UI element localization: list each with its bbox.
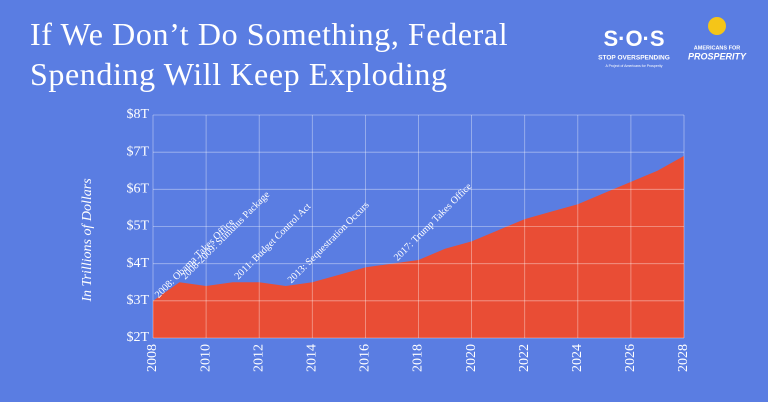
sos-logo: S·O·S: [603, 26, 664, 51]
y-tick-label: $7T: [126, 144, 149, 159]
afp-logo-icon: [708, 17, 726, 35]
y-tick-label: $8T: [126, 107, 149, 122]
y-tick-label: $6T: [126, 182, 149, 197]
x-tick-label: 2022: [517, 344, 532, 372]
x-tick-label: 2028: [676, 344, 691, 372]
annotation: 2008-2009: Stimulus Package: [180, 189, 273, 282]
y-tick-label: $2T: [126, 330, 149, 345]
afp-top: AMERICANS FOR: [694, 45, 740, 51]
y-tick-label: $4T: [126, 256, 149, 271]
sos-sub: A Project of Americans for Prosperity: [606, 64, 663, 68]
y-tick-label: $3T: [126, 293, 149, 308]
afp-bottom: PROSPERITY: [688, 51, 747, 61]
y-axis-label: In Trillions of Dollars: [80, 178, 95, 303]
x-tick-label: 2012: [251, 344, 266, 372]
y-tick-label: $5T: [126, 219, 149, 234]
x-tick-label: 2026: [623, 344, 638, 372]
sos-tagline: STOP OVERSPENDING: [598, 55, 670, 62]
x-tick-label: 2024: [570, 344, 585, 372]
x-tick-label: 2018: [411, 344, 426, 372]
x-tick-label: 2020: [464, 344, 479, 372]
x-tick-label: 2008: [145, 344, 160, 372]
x-tick-label: 2014: [305, 344, 320, 372]
x-tick-label: 2010: [198, 344, 213, 372]
chart-title: If We Don’t Do Something, Federal Spendi…: [30, 16, 509, 92]
x-tick-label: 2016: [358, 344, 373, 372]
area: [153, 155, 684, 338]
